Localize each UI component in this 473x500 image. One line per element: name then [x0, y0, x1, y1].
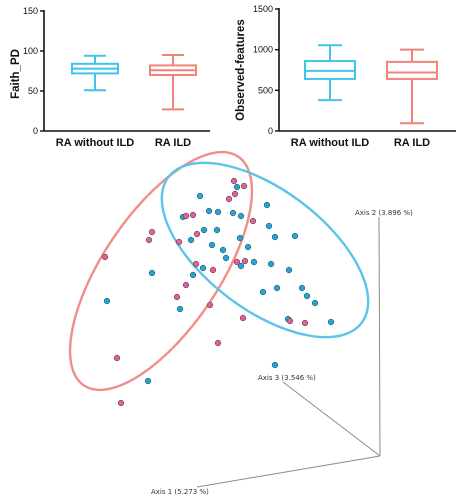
pcoa-point-ra-without-ild: [271, 361, 279, 369]
pcoa-point-ra-without-ild: [233, 183, 241, 191]
pcoa-point-ra-without-ild: [265, 222, 273, 230]
pcoa-point-ra-without-ild: [189, 271, 197, 279]
pcoa-point-ra-without-ild: [187, 236, 195, 244]
faith-pd-box-ra-without-ild: [71, 54, 119, 92]
faith-pd-tick-label: 150: [23, 6, 38, 16]
pcoa-point-ra-ild: [231, 190, 239, 198]
pcoa-point-ra-without-ild: [208, 241, 216, 249]
observed-features-tick-label: 0: [268, 126, 273, 136]
pcoa-point-ra-without-ild: [259, 288, 267, 296]
pcoa-point-ra-ild: [101, 253, 109, 261]
pcoa-point-ra-without-ild: [267, 260, 275, 268]
faith-pd-y-axis-label: Faith_PD: [10, 49, 22, 99]
pcoa-point-ra-without-ild: [303, 292, 311, 300]
pcoa-point-ra-without-ild: [244, 243, 252, 251]
pcoa-point-ra-ild: [113, 354, 121, 362]
pcoa-point-ra-ild: [241, 257, 249, 265]
pcoa-point-ra-ild: [182, 281, 190, 289]
pcoa-point-ra-without-ild: [236, 234, 244, 242]
observed-features-box-ra-ild: [386, 48, 438, 125]
pcoa-point-ra-ild: [239, 314, 247, 322]
pcoa-point-ra-without-ild: [213, 226, 221, 234]
pcoa-point-ra-without-ild: [298, 284, 306, 292]
pcoa-point-ra-without-ild: [285, 266, 293, 274]
pcoa-point-ra-ild: [182, 212, 190, 220]
pcoa-point-ra-without-ild: [273, 284, 281, 292]
pcoa-point-ra-ild: [225, 195, 233, 203]
pcoa-axis-2-line: [378, 216, 381, 457]
pcoa-point-ra-ild: [173, 293, 181, 301]
pcoa-axis-3-line: [282, 381, 381, 457]
pcoa-point-ra-without-ild: [103, 297, 111, 305]
observed-features-category-ra-without-ild: RA without ILD: [291, 137, 369, 149]
faith-pd-y-ticks: 0 50 100 150: [23, 6, 44, 136]
pcoa-point-ra-ild: [209, 266, 217, 274]
observed-features-box-ra-ild-iqr-box: [386, 60, 438, 80]
observed-features-boxplot: Observed-features 0 500 1000 1500 RA withou…: [235, 4, 456, 149]
pcoa-point-ra-ild: [214, 339, 222, 347]
faith-pd-tick-label: 0: [33, 126, 38, 136]
observed-features-y-axis-label: Observed-features: [235, 19, 247, 121]
pcoa-point-ra-without-ild: [144, 377, 152, 385]
pcoa-point-ra-ild: [148, 228, 156, 236]
faith-pd-boxplot: Faith_PD 0 50 100 150 RA without ILD RA ILD: [10, 6, 210, 149]
pcoa-point-ra-ild: [192, 260, 200, 268]
pcoa-point-ra-without-ild: [214, 208, 222, 216]
observed-features-y-ticks: 0 500 1000 1500: [253, 4, 279, 136]
pcoa-point-ra-without-ild: [200, 226, 208, 234]
pcoa-point-ra-ild: [193, 230, 201, 238]
pcoa-point-ra-ild: [286, 317, 294, 325]
pcoa-point-ra-ild: [301, 319, 309, 327]
pcoa-axis-2-label: Axis 2 (3.896 %): [355, 209, 413, 217]
pcoa-point-ra-without-ild: [229, 209, 237, 217]
pcoa-point-ra-without-ild: [271, 233, 279, 241]
pcoa-point-ra-without-ild: [237, 262, 245, 270]
pcoa-point-ra-ild: [175, 238, 183, 246]
pcoa-axis-1-line: [196, 455, 381, 488]
pcoa-point-ra-ild: [117, 399, 125, 407]
pcoa-axis-1-label: Axis 1 (5.273 %): [151, 488, 209, 496]
observed-features-boxes: [304, 44, 438, 125]
observed-features-tick-label: 1000: [253, 45, 273, 55]
observed-features-tick-label: 1500: [253, 4, 273, 14]
pcoa-point-ra-without-ild: [263, 201, 271, 209]
pcoa-point-ra-without-ild: [219, 246, 227, 254]
faith-pd-boxes: [71, 54, 197, 111]
pcoa-point-ra-without-ild: [311, 299, 319, 307]
pcoa-point-ra-without-ild: [148, 269, 156, 277]
pcoa-point-ra-ild: [249, 217, 257, 225]
observed-features-box-ra-without-ild: [304, 44, 356, 102]
pcoa-point-ra-ild: [206, 301, 214, 309]
pcoa-point-ra-ild: [189, 211, 197, 219]
faith-pd-box-ra-ild: [149, 54, 197, 111]
pcoa-points: [101, 177, 335, 407]
faith-pd-category-ra-ild: RA ILD: [155, 137, 191, 149]
faith-pd-category-ra-without-ild: RA without ILD: [56, 137, 134, 149]
observed-features-category-ra-ild: RA ILD: [394, 137, 430, 149]
pcoa-ellipse-ra-ild: [68, 150, 254, 392]
pcoa-ellipse-ra-without-ild: [160, 161, 370, 339]
pcoa-point-ra-without-ild: [205, 207, 213, 215]
pcoa-point-ra-without-ild: [222, 254, 230, 262]
pcoa-point-ra-without-ild: [176, 305, 184, 313]
pcoa-point-ra-without-ild: [199, 264, 207, 272]
pcoa-axes: Axis 2 (3.896 %) Axis 3 (3.546 %) Axis 1…: [151, 209, 413, 496]
observed-features-tick-label: 500: [258, 85, 273, 95]
pcoa-point-ra-without-ild: [196, 192, 204, 200]
pcoa-point-ra-ild: [240, 182, 248, 190]
pcoa-axis-3-label: Axis 3 (3.546 %): [258, 374, 316, 382]
faith-pd-tick-label: 50: [28, 86, 38, 96]
pcoa-point-ra-ild: [230, 177, 238, 185]
pcoa-point-ra-ild: [145, 236, 153, 244]
pcoa-point-ra-ild: [233, 258, 241, 266]
faith-pd-tick-label: 100: [23, 46, 38, 56]
pcoa-point-ra-without-ild: [250, 258, 258, 266]
pcoa-point-ra-without-ild: [291, 232, 299, 240]
pcoa-point-ra-without-ild: [237, 212, 245, 220]
pcoa-plot: Axis 2 (3.896 %) Axis 3 (3.546 %) Axis 1…: [68, 150, 413, 496]
pcoa-point-ra-without-ild: [327, 318, 335, 326]
